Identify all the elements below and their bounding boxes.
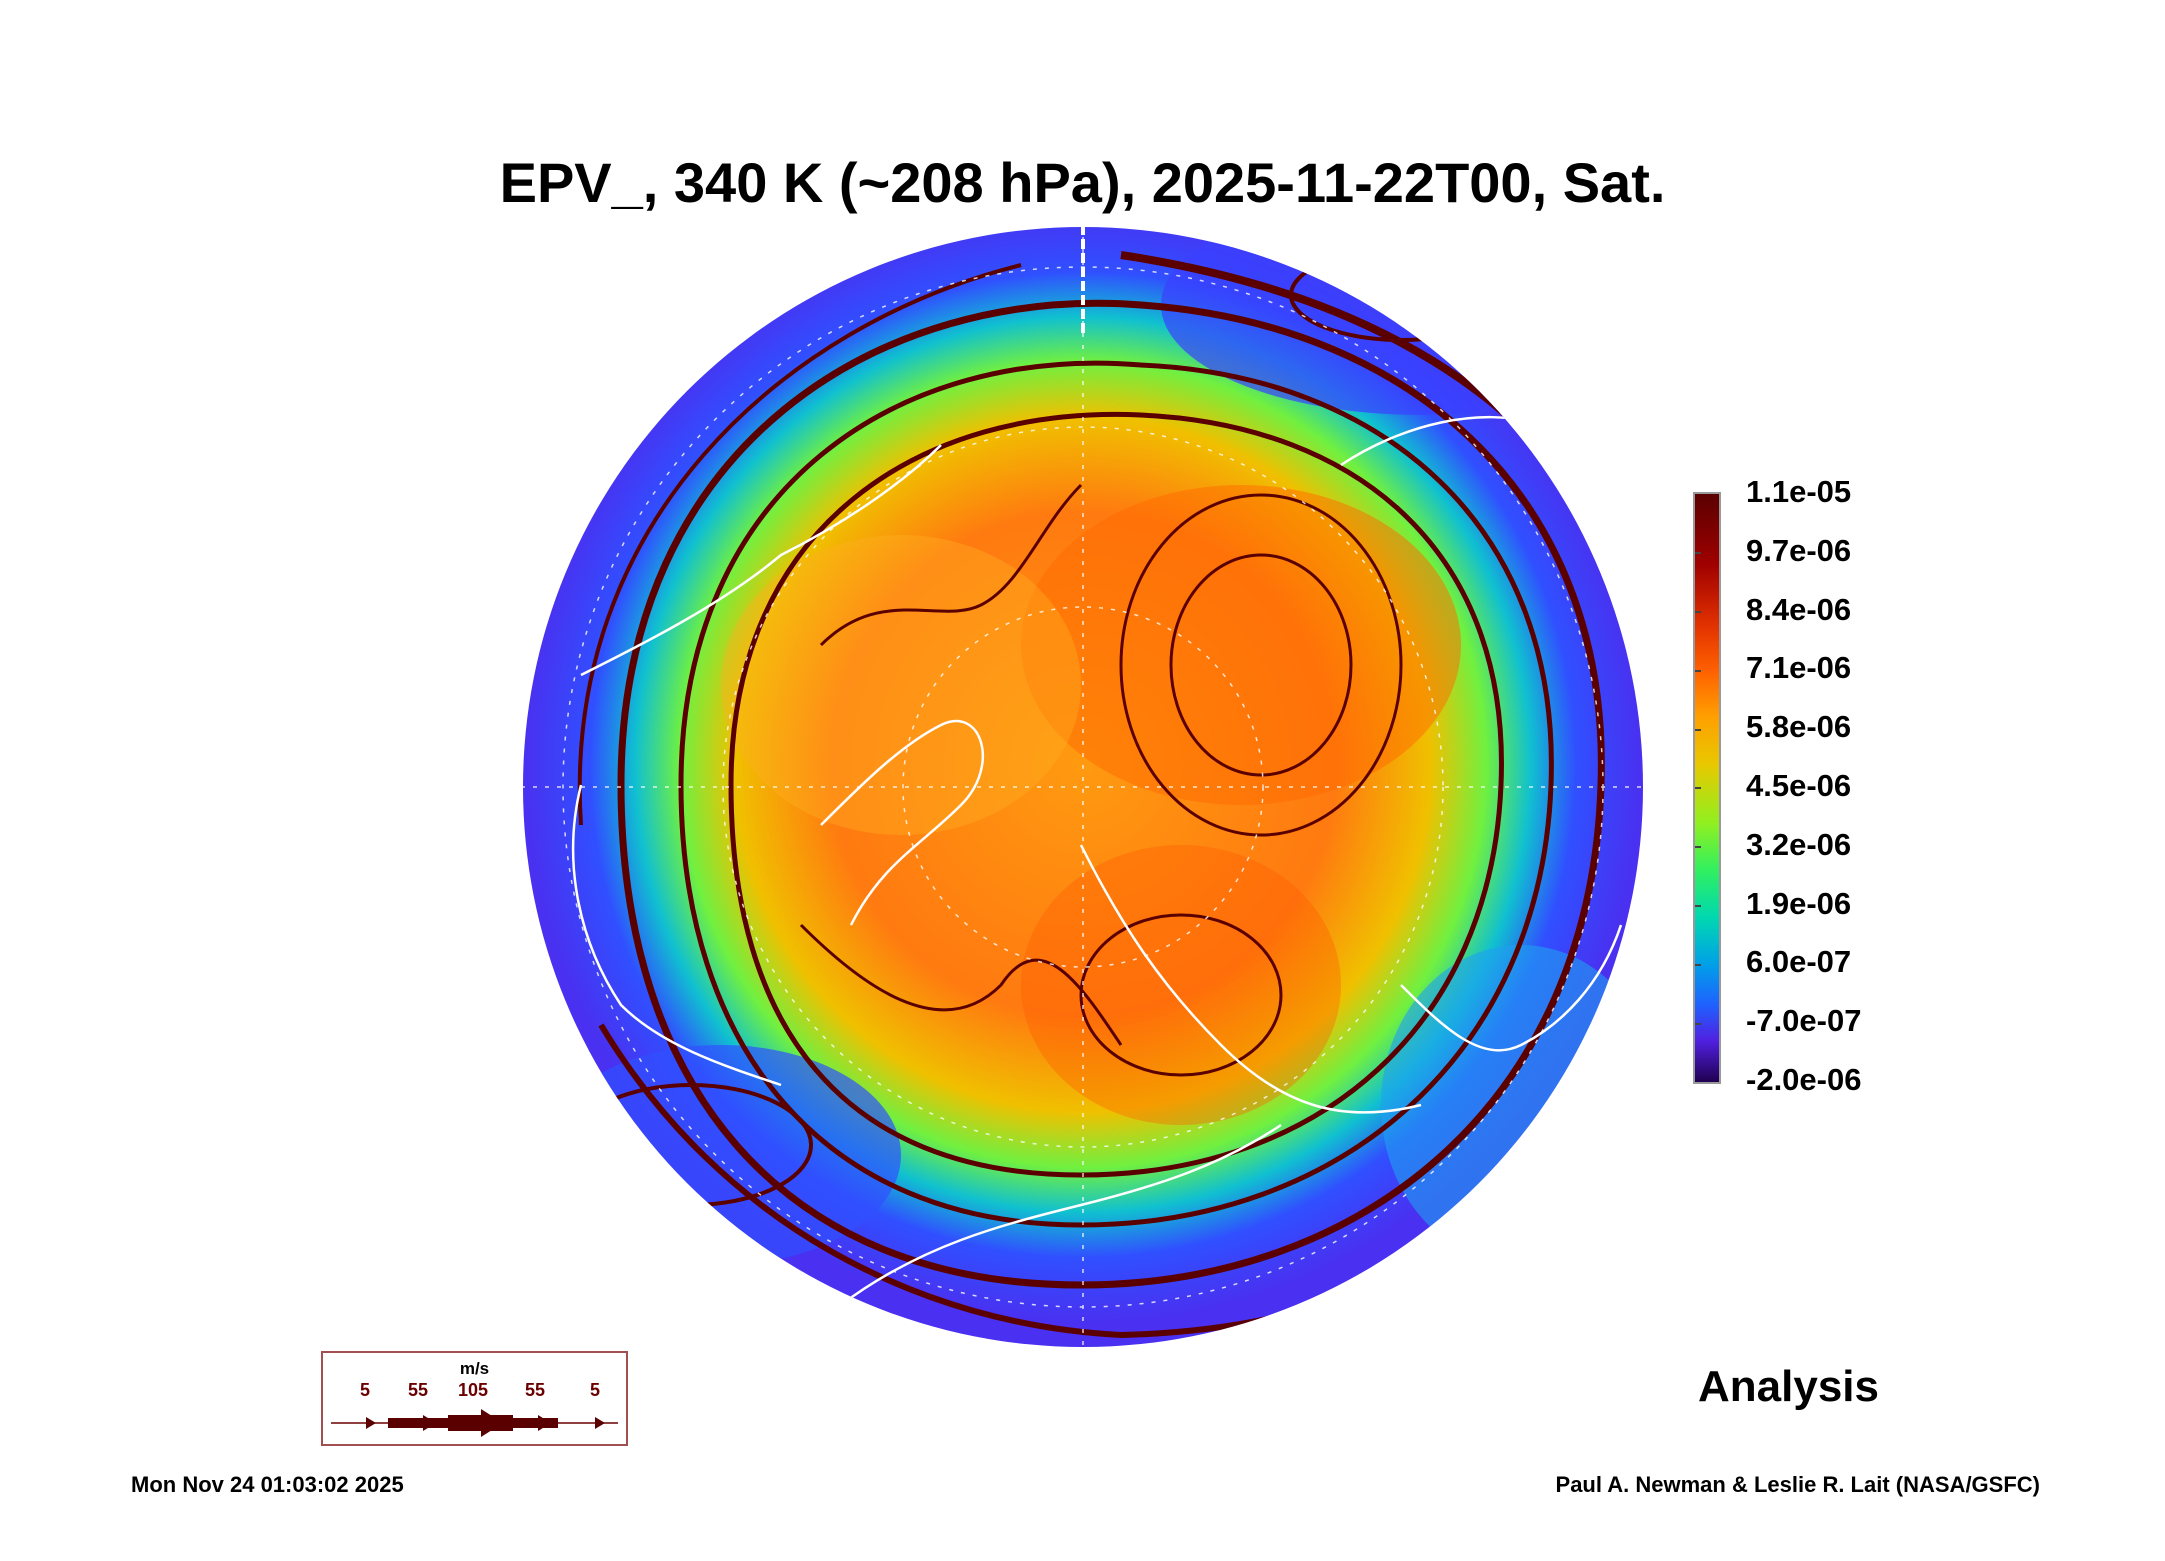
polar-map-globe xyxy=(523,227,1643,1347)
colorbar-label: 3.2e-06 xyxy=(1746,827,1852,862)
speed-label: 55 xyxy=(524,1380,546,1400)
wind-speed-legend: m/s 5 55 105 55 5 xyxy=(321,1351,628,1446)
colorbar xyxy=(1693,492,1721,1084)
colorbar-label: 4.5e-06 xyxy=(1746,768,1852,803)
wind-arrow-scale xyxy=(331,1409,618,1437)
colorbar-label: -2.0e-06 xyxy=(1746,1062,1862,1097)
colorbar-label: 1.1e-05 xyxy=(1746,474,1852,509)
colorbar-label: 8.4e-06 xyxy=(1746,592,1852,627)
colorbar-label: 9.7e-06 xyxy=(1746,533,1852,568)
colorbar-label: 7.1e-06 xyxy=(1746,650,1852,685)
footer-credit: Paul A. Newman & Leslie R. Lait (NASA/GS… xyxy=(1555,1472,2040,1497)
analysis-label: Analysis xyxy=(1698,1362,1879,1411)
colorbar-label: 6.0e-07 xyxy=(1746,944,1852,979)
colorbar-label: 1.9e-06 xyxy=(1746,886,1852,921)
colorbar-label: -7.0e-07 xyxy=(1746,1003,1862,1038)
footer-timestamp: Mon Nov 24 01:03:02 2025 xyxy=(131,1472,404,1497)
speed-label: 105 xyxy=(457,1380,489,1400)
speed-label: 5 xyxy=(359,1380,371,1400)
plot-title: EPV_, 340 K (~208 hPa), 2025-11-22T00, S… xyxy=(499,151,1666,214)
speed-label: 5 xyxy=(589,1380,601,1400)
speed-label: 55 xyxy=(407,1380,429,1400)
colorbar-label: 5.8e-06 xyxy=(1746,709,1852,744)
wind-unit: m/s xyxy=(459,1359,490,1378)
